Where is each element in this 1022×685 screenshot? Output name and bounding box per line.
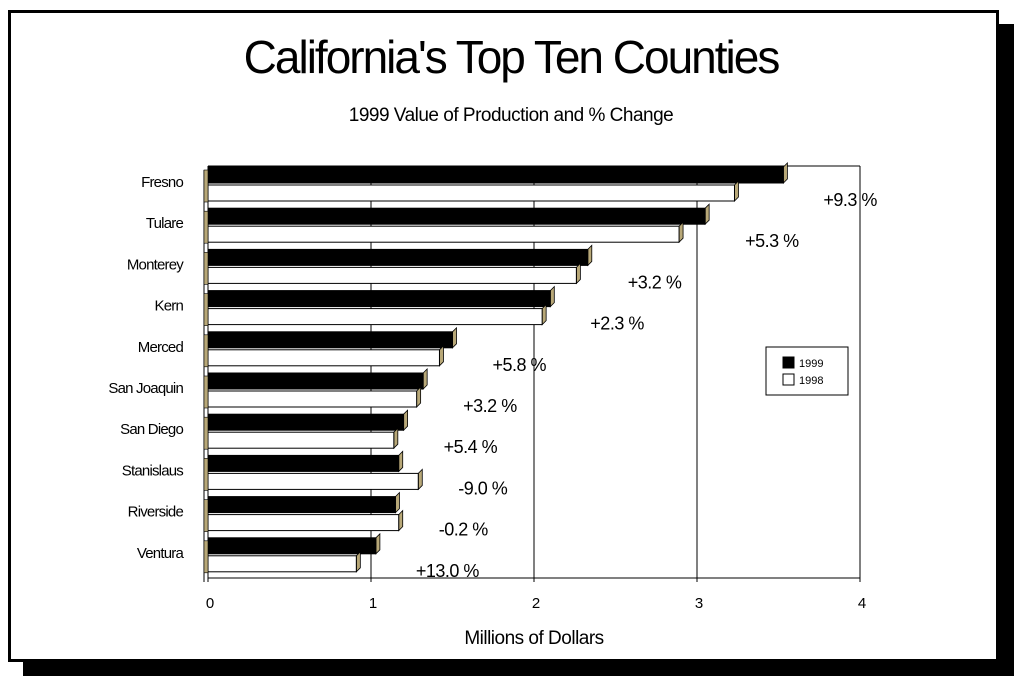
data-label: +3.2 % — [463, 396, 517, 416]
chart-subtitle: 1999 Value of Production and % Change — [348, 105, 674, 126]
axis-stub — [203, 375, 209, 409]
y-tick-label: San Diego — [120, 421, 183, 438]
y-tick-label: Tulare — [146, 215, 184, 232]
data-label: +13.0 % — [416, 561, 480, 581]
x-tick-label: 3 — [695, 595, 703, 612]
data-label: +5.8 % — [493, 355, 547, 375]
bar-1999-side — [587, 244, 593, 267]
data-label: +3.2 % — [628, 272, 682, 292]
bar-1999-side — [452, 326, 457, 349]
bar-1999 — [207, 454, 400, 472]
y-tick-label: Fresno — [141, 174, 183, 191]
bar-1999 — [207, 537, 377, 555]
bar-1999 — [207, 372, 424, 390]
bar-1998 — [207, 390, 418, 408]
data-label: -0.2 % — [439, 520, 489, 540]
y-tick-label: Riverside — [128, 504, 184, 521]
x-tick-label: 2 — [532, 595, 540, 612]
y-tick-label: Ventura — [137, 545, 185, 562]
bar-1999 — [207, 207, 706, 225]
bar-1998 — [207, 184, 735, 202]
y-tick-label: Stanislaus — [122, 462, 184, 479]
axis-stub — [203, 540, 209, 574]
data-label: +5.4 % — [444, 437, 498, 457]
bar-1998 — [207, 225, 680, 243]
y-tick-label: Monterey — [127, 256, 184, 273]
bar-1999 — [207, 166, 784, 184]
axis-stub — [203, 499, 209, 532]
data-label: +9.3 % — [823, 190, 877, 210]
bar-1999-side — [782, 162, 788, 184]
bar-1999-side — [549, 285, 555, 308]
bar-1998-side — [355, 550, 361, 573]
bar-1999 — [207, 290, 551, 308]
bar-1999-side — [395, 491, 400, 514]
axis-stub — [203, 252, 209, 285]
bar-1998 — [207, 349, 440, 367]
bar-1999 — [207, 413, 405, 431]
legend-swatch-1998 — [782, 373, 795, 386]
x-axis-label: Millions of Dollars — [464, 628, 603, 649]
bar-1998-side — [575, 262, 581, 285]
data-label: +5.3 % — [745, 231, 799, 251]
bar-1998 — [207, 472, 419, 490]
bar-1998-side — [541, 303, 547, 326]
y-tick-label: Merced — [138, 339, 184, 356]
bar-1999 — [207, 331, 453, 349]
bar-1998-side — [416, 386, 422, 408]
legend-swatch-1999 — [782, 356, 795, 369]
bar-1998 — [207, 308, 543, 326]
bar-1999-side — [398, 450, 404, 473]
chart-title: California's Top Ten Counties — [243, 31, 781, 83]
x-tick-label: 4 — [858, 595, 866, 612]
axis-stub — [203, 210, 209, 244]
y-tick-label: Kern — [155, 298, 184, 315]
axis-stub — [203, 416, 209, 450]
bar-1999 — [207, 496, 396, 514]
bar-1998-side — [734, 180, 739, 202]
legend-box — [765, 346, 849, 396]
axis-stub — [203, 334, 209, 368]
bar-1998 — [207, 514, 400, 532]
bar-1999-side — [704, 203, 710, 226]
bar-1998-side — [398, 509, 404, 532]
data-label: -9.0 % — [458, 478, 508, 498]
x-tick-label: 0 — [206, 595, 214, 612]
axis-stub — [203, 169, 209, 203]
bar-1998-side — [678, 221, 684, 244]
bar-1999-side — [403, 409, 409, 432]
bar-1998 — [207, 555, 357, 573]
bar-1998 — [207, 431, 395, 449]
axis-stub — [203, 458, 209, 491]
bar-1998-side — [439, 344, 444, 367]
axis-stub — [203, 293, 209, 326]
legend-label-1999: 1999 — [799, 358, 823, 370]
bar-1999-side — [375, 532, 381, 555]
bar-1998 — [207, 266, 577, 284]
data-label: +2.3 % — [590, 314, 644, 334]
bar-1999-side — [422, 368, 428, 390]
legend-label-1998: 1998 — [799, 375, 823, 387]
bar-1998-side — [393, 427, 399, 450]
bar-1999 — [207, 248, 589, 266]
x-tick-label: 1 — [369, 595, 377, 612]
y-tick-label: San Joaquin — [108, 380, 183, 397]
bar-1998-side — [417, 468, 423, 491]
